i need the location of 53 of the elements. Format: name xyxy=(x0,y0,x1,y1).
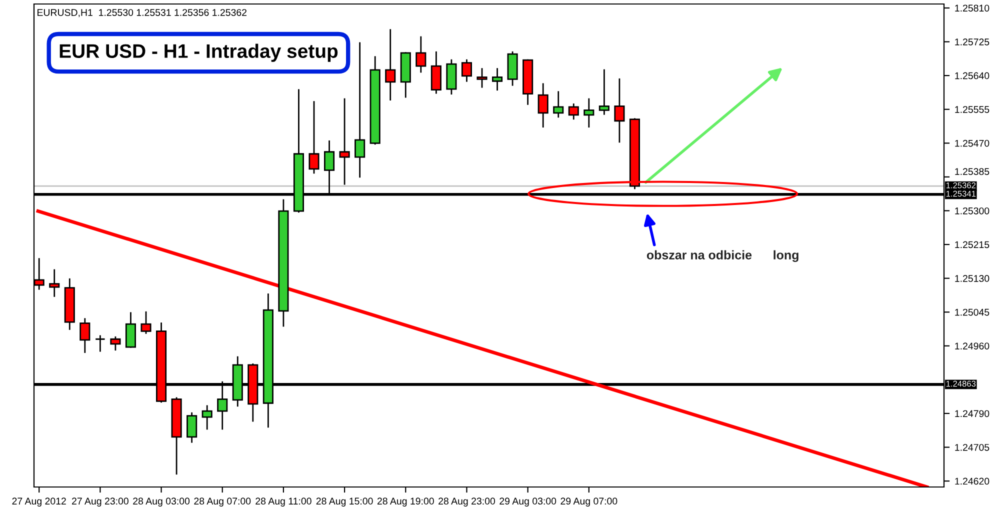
candlestick xyxy=(568,103,579,120)
x-tick-label: 28 Aug 15:00 xyxy=(316,498,373,506)
candlestick xyxy=(385,29,396,100)
x-tick-label: 29 Aug 03:00 xyxy=(500,498,556,506)
y-tick-label: 1.25640 xyxy=(955,72,990,80)
y-tick-label: 1.24790 xyxy=(955,410,990,418)
y-tick-label: 1.24620 xyxy=(955,478,990,485)
ref-line-label: 1.25362 xyxy=(946,182,976,188)
candlestick xyxy=(339,98,350,185)
x-tick-label: 28 Aug 19:00 xyxy=(377,498,434,506)
y-tick-label: 1.25555 xyxy=(955,106,990,113)
x-tick-label: 28 Aug 07:00 xyxy=(194,498,251,506)
candlestick xyxy=(461,59,472,82)
ref-line-label: 1.24863 xyxy=(946,380,976,387)
candlestick xyxy=(492,68,503,91)
y-tick-label: 1.25470 xyxy=(955,140,990,147)
candlestick xyxy=(308,101,320,174)
candlestick xyxy=(80,318,90,353)
x-tick-label: 28 Aug 23:00 xyxy=(438,498,496,506)
candlestick xyxy=(140,311,152,334)
x-tick-label: 27 Aug 2012 xyxy=(12,498,66,506)
candlestick xyxy=(416,36,426,73)
candlestick xyxy=(94,335,106,352)
candlestick xyxy=(538,83,548,128)
candlestick xyxy=(49,269,60,297)
candlestick xyxy=(354,42,366,178)
y-tick-label: 1.25130 xyxy=(955,275,990,282)
y-tick-label: 1.24705 xyxy=(955,444,990,451)
annotation: obszar na odbicie long xyxy=(646,250,798,262)
y-tick-label: 1.24960 xyxy=(955,342,990,350)
ref-line-label: 1.25341 xyxy=(946,190,976,197)
y-tick-label: 1.25810 xyxy=(955,4,990,12)
candlestick xyxy=(614,78,625,143)
candlestick xyxy=(553,91,564,118)
text: EUR USD - H1 - Intraday setup xyxy=(60,44,338,62)
candlestick xyxy=(202,405,212,430)
y-tick-label: 1.25300 xyxy=(955,207,990,214)
x-tick-label: 29 Aug 07:00 xyxy=(560,498,618,506)
candlestick xyxy=(110,336,121,351)
x-tick-label: 27 Aug 23:00 xyxy=(72,498,128,506)
candlestick xyxy=(476,68,488,88)
candlestick xyxy=(584,98,594,128)
y-tick-label: 1.25045 xyxy=(955,308,990,316)
y-tick-label: 1.25215 xyxy=(955,241,990,248)
candlestick xyxy=(125,312,136,348)
y-tick-label: 1.25725 xyxy=(955,38,990,46)
candlestick xyxy=(186,412,198,443)
candlestick xyxy=(598,69,610,115)
x-tick-label: 28 Aug 03:00 xyxy=(133,498,190,506)
y-tick-label: 1.25385 xyxy=(955,168,990,176)
chart-subtitle: EURUSD,H1 1.25530 1.25531 1.25356 1.25362 xyxy=(38,9,247,18)
candlestick xyxy=(430,51,442,94)
x-tick-label: 28 Aug 11:00 xyxy=(256,498,312,506)
